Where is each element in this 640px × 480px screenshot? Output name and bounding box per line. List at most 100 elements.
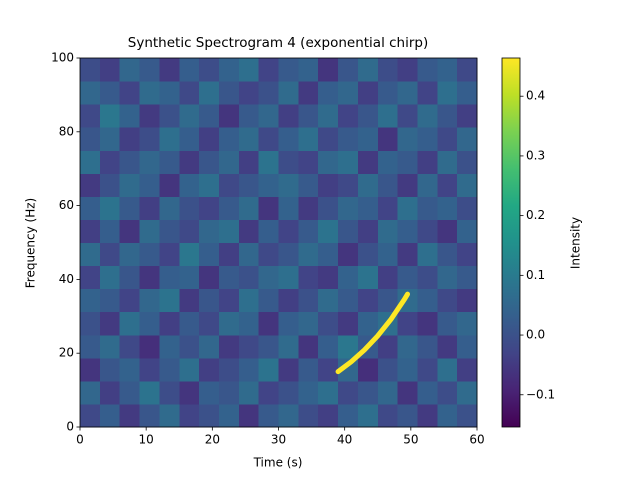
heatmap-cell	[218, 81, 240, 105]
heatmap-cell	[80, 219, 101, 243]
heatmap-cell	[179, 334, 200, 359]
heatmap-cell	[397, 265, 418, 290]
heatmap-cell	[278, 380, 299, 405]
heatmap-cell	[80, 150, 101, 174]
x-tick-label: 50	[403, 433, 418, 447]
heatmap-cell	[159, 380, 180, 405]
heatmap-cell	[119, 81, 141, 105]
heatmap-cell	[338, 173, 359, 197]
heatmap-cell	[318, 334, 339, 359]
heatmap-cell	[99, 242, 121, 267]
heatmap-cell	[377, 334, 399, 359]
heatmap-cell	[258, 219, 279, 243]
heatmap-cell	[417, 311, 438, 336]
heatmap-cell	[397, 150, 418, 174]
heatmap-cell	[179, 311, 200, 336]
heatmap-cell	[357, 127, 379, 151]
heatmap-cell	[179, 357, 200, 382]
heatmap-cell	[139, 288, 160, 313]
heatmap-cell	[258, 173, 279, 197]
heatmap-cell	[199, 173, 220, 197]
heatmap-cell	[119, 357, 141, 382]
heatmap-cell	[258, 311, 279, 336]
heatmap-cell	[199, 403, 220, 428]
heatmap-cell	[159, 58, 180, 82]
heatmap-cell	[99, 334, 121, 359]
heatmap-cell	[199, 242, 220, 267]
heatmap-cell	[357, 265, 379, 290]
colorbar-tick-label: 0.1	[526, 268, 545, 282]
heatmap-cell	[139, 334, 160, 359]
heatmap-cell	[318, 150, 339, 174]
heatmap-cell	[80, 288, 101, 313]
heatmap-cell	[298, 104, 319, 128]
heatmap-cell	[119, 196, 141, 220]
heatmap-cell	[179, 104, 200, 128]
heatmap-cell	[298, 334, 319, 359]
heatmap-cell	[318, 81, 339, 105]
heatmap-cell	[80, 104, 101, 128]
heatmap-cell	[238, 196, 260, 220]
heatmap-cell	[338, 265, 359, 290]
heatmap-cell	[357, 58, 379, 82]
heatmap-cell	[338, 104, 359, 128]
heatmap-cell	[159, 265, 180, 290]
heatmap-cell	[179, 150, 200, 174]
heatmap-cell	[417, 219, 438, 243]
heatmap-cell	[437, 357, 458, 382]
heatmap-cell	[457, 288, 478, 313]
heatmap-cell	[318, 311, 339, 336]
heatmap-cell	[199, 127, 220, 151]
heatmap-cell	[258, 357, 279, 382]
heatmap-cell	[338, 150, 359, 174]
heatmap-cell	[159, 311, 180, 336]
heatmap-cell	[119, 288, 141, 313]
heatmap-cell	[139, 357, 160, 382]
heatmap-cell	[417, 380, 438, 405]
y-axis-label: Frequency (Hz)	[24, 198, 38, 289]
heatmap-cell	[457, 81, 478, 105]
heatmap-cell	[318, 196, 339, 220]
heatmap-cell	[318, 403, 339, 428]
heatmap-cell	[457, 242, 478, 267]
heatmap-cell	[99, 196, 121, 220]
heatmap-cell	[199, 380, 220, 405]
heatmap-cell	[238, 357, 260, 382]
heatmap-cell	[318, 58, 339, 82]
heatmap-cell	[258, 242, 279, 267]
y-tick-label: 40	[59, 272, 74, 286]
heatmap-cell	[318, 357, 339, 382]
heatmap-cell	[338, 58, 359, 82]
heatmap-cell	[437, 173, 458, 197]
heatmap-cell	[338, 196, 359, 220]
x-tick-label: 30	[271, 433, 286, 447]
heatmap-cell	[397, 219, 418, 243]
heatmap-cell	[298, 288, 319, 313]
heatmap-cell	[258, 334, 279, 359]
x-tick-label: 0	[76, 433, 84, 447]
heatmap-cell	[298, 242, 319, 267]
heatmap-cell	[238, 127, 260, 151]
heatmap-cell	[258, 288, 279, 313]
heatmap-cell	[318, 104, 339, 128]
heatmap-cell	[397, 334, 418, 359]
heatmap-cell	[278, 196, 299, 220]
heatmap-cell	[238, 173, 260, 197]
heatmap-cell	[80, 196, 101, 220]
heatmap-cell	[159, 242, 180, 267]
heatmap-cell	[377, 104, 399, 128]
heatmap-cell	[238, 150, 260, 174]
heatmap-cell	[417, 403, 438, 428]
heatmap-cell	[218, 357, 240, 382]
heatmap-cell	[238, 288, 260, 313]
heatmap-cell	[357, 173, 379, 197]
heatmap-cell	[278, 242, 299, 267]
heatmap-cell	[139, 242, 160, 267]
heatmap-cell	[318, 265, 339, 290]
heatmap-cell	[298, 311, 319, 336]
heatmap-cell	[119, 150, 141, 174]
heatmap-cell	[377, 58, 399, 82]
heatmap-cell	[80, 334, 101, 359]
x-tick-label: 10	[139, 433, 154, 447]
heatmap-cell	[437, 81, 458, 105]
